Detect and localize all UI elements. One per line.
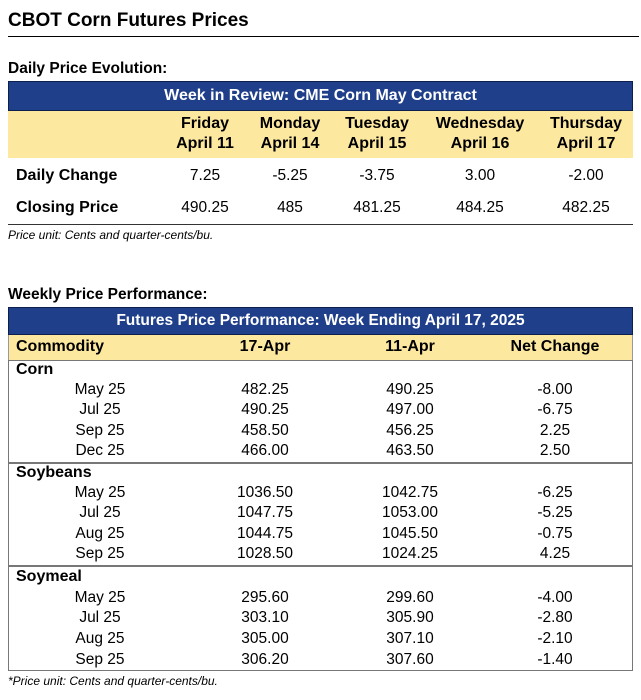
net-change: 2.25	[539, 422, 571, 439]
contract-label: Aug 25	[75, 525, 125, 542]
daily-change-value: 3.00	[464, 167, 496, 184]
daily-col-header: Monday April 14	[245, 114, 335, 154]
daily-col-day: Wednesday	[435, 115, 525, 132]
contract-label: Jul 25	[79, 609, 121, 626]
price-current: 295.60	[241, 589, 289, 606]
daily-col-date: April 16	[450, 135, 510, 152]
daily-bottom-rule	[8, 224, 633, 225]
weekly-price-unit-note: *Price unit: Cents and quarter-cents/bu.	[8, 674, 218, 688]
weekly-col-header-current: 17-Apr	[239, 338, 291, 355]
contract-label: Sep 25	[75, 651, 125, 668]
daily-header-band	[8, 111, 633, 158]
net-change: -2.10	[537, 630, 573, 647]
closing-price-value: 484.25	[456, 199, 504, 216]
commodity-group-box	[8, 463, 633, 566]
net-change: -1.40	[537, 651, 573, 668]
net-change: 2.50	[539, 442, 571, 459]
daily-col-day: Friday	[180, 115, 229, 132]
daily-col-day: Monday	[259, 115, 321, 132]
price-previous: 490.25	[386, 381, 434, 398]
daily-section-title: Daily Price Evolution:	[8, 60, 168, 77]
price-current: 482.25	[241, 381, 289, 398]
weekly-banner: Futures Price Performance: Week Ending A…	[8, 307, 633, 335]
weekly-section-title: Weekly Price Performance:	[8, 286, 208, 303]
contract-label: Jul 25	[79, 401, 121, 418]
net-change: -6.25	[537, 484, 573, 501]
daily-col-date: April 15	[347, 135, 407, 152]
weekly-col-header-commodity: Commodity	[16, 338, 104, 355]
daily-change-value: -2.00	[568, 167, 604, 184]
daily-banner: Week in Review: CME Corn May Contract	[8, 81, 633, 111]
daily-col-header: Friday April 11	[160, 114, 250, 154]
title-divider	[8, 36, 639, 37]
price-previous: 463.50	[386, 442, 434, 459]
daily-col-date: April 11	[176, 135, 234, 152]
weekly-header-band	[8, 335, 633, 360]
closing-price-value: 490.25	[181, 199, 229, 216]
commodity-group-label: Soybeans	[16, 464, 92, 481]
weekly-col-header-net-change: Net Change	[510, 338, 600, 355]
price-previous: 1053.00	[381, 504, 439, 521]
contract-label: May 25	[74, 484, 126, 501]
price-current: 490.25	[241, 401, 289, 418]
price-current: 458.50	[241, 422, 289, 439]
commodity-group-box	[8, 566, 633, 671]
price-current: 306.20	[241, 651, 289, 668]
price-previous: 1024.25	[381, 545, 439, 562]
daily-col-date: April 14	[260, 135, 320, 152]
daily-row-label: Daily Change	[16, 167, 118, 184]
price-previous: 307.60	[386, 651, 434, 668]
daily-change-value: -3.75	[359, 167, 395, 184]
price-previous: 305.90	[386, 609, 434, 626]
daily-price-unit-note: Price unit: Cents and quarter-cents/bu.	[8, 228, 214, 242]
daily-change-value: 7.25	[189, 167, 221, 184]
contract-label: Sep 25	[75, 545, 125, 562]
net-change: -2.80	[537, 609, 573, 626]
commodity-group-box	[8, 360, 633, 463]
weekly-col-header-previous: 11-Apr	[385, 338, 435, 355]
contract-label: Aug 25	[75, 630, 125, 647]
price-previous: 299.60	[386, 589, 434, 606]
net-change: -4.00	[537, 589, 573, 606]
contract-label: Jul 25	[79, 504, 121, 521]
price-current: 305.00	[241, 630, 289, 647]
daily-col-header: Tuesday April 15	[332, 114, 422, 154]
contract-label: May 25	[74, 381, 126, 398]
price-current: 466.00	[241, 442, 289, 459]
price-previous: 1042.75	[381, 484, 439, 501]
commodity-group-label: Corn	[16, 361, 54, 378]
daily-col-header: Wednesday April 16	[424, 114, 536, 154]
contract-label: May 25	[74, 589, 126, 606]
commodity-group-label: Soymeal	[16, 568, 82, 585]
price-previous: 497.00	[386, 401, 434, 418]
net-change: -5.25	[537, 504, 573, 521]
daily-change-value: -5.25	[272, 167, 308, 184]
price-current: 1047.75	[236, 504, 294, 521]
price-current: 1044.75	[236, 525, 294, 542]
price-current: 303.10	[241, 609, 289, 626]
net-change: 4.25	[539, 545, 571, 562]
daily-col-day: Thursday	[549, 115, 622, 132]
page-title: CBOT Corn Futures Prices	[8, 10, 249, 31]
net-change: -0.75	[537, 525, 573, 542]
net-change: -8.00	[537, 381, 573, 398]
daily-col-day: Tuesday	[345, 115, 409, 132]
contract-label: Dec 25	[75, 442, 125, 459]
price-previous: 1045.50	[381, 525, 439, 542]
net-change: -6.75	[537, 401, 573, 418]
price-current: 1028.50	[236, 545, 294, 562]
price-previous: 307.10	[386, 630, 434, 647]
closing-price-value: 485	[277, 199, 303, 216]
closing-price-value: 482.25	[562, 199, 610, 216]
closing-price-value: 481.25	[353, 199, 401, 216]
contract-label: Sep 25	[75, 422, 125, 439]
daily-col-header: Thursday April 17	[538, 114, 634, 154]
daily-col-date: April 17	[556, 135, 616, 152]
price-current: 1036.50	[236, 484, 294, 501]
daily-row-label: Closing Price	[16, 199, 119, 216]
price-previous: 456.25	[386, 422, 434, 439]
